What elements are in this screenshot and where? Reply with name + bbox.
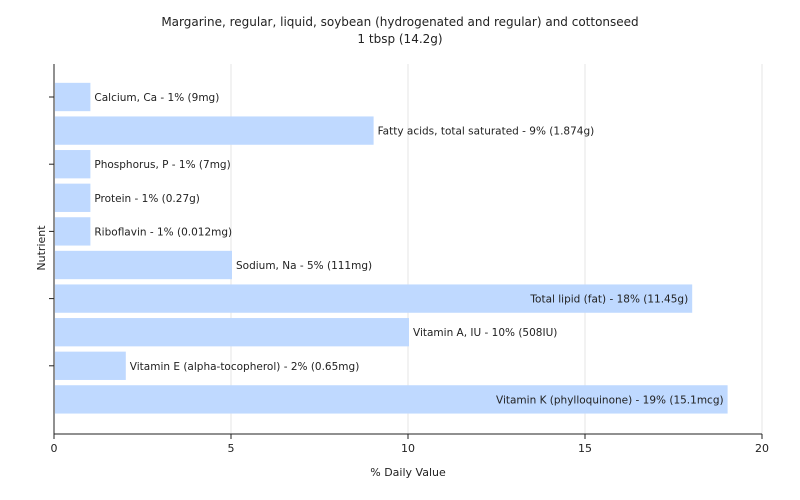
bar-data-label: Total lipid (fat) - 18% (11.45g)	[529, 294, 688, 306]
bar-data-label: Vitamin E (alpha-tocopherol) - 2% (0.65m…	[130, 361, 359, 373]
x-tick-label: 15	[578, 442, 592, 455]
bar	[55, 385, 728, 414]
bar	[55, 183, 91, 212]
x-tick-label: 5	[228, 442, 235, 455]
bar	[55, 82, 91, 112]
axes: 0 5 10 15 20	[49, 64, 769, 455]
x-tick-label: 10	[401, 442, 415, 455]
chart-subtitle: 1 tbsp (14.2g)	[357, 32, 443, 46]
y-axis-label: Nutrient	[35, 225, 48, 271]
x-tick-label: 20	[755, 442, 769, 455]
bar-data-label: Protein - 1% (0.27g)	[94, 193, 200, 205]
bar	[55, 250, 232, 280]
bar-data-label: Phosphorus, P - 1% (7mg)	[94, 159, 230, 171]
bar	[55, 116, 374, 145]
bar-data-label: Vitamin K (phylloquinone) - 19% (15.1mcg…	[496, 394, 724, 406]
x-tick-label: 0	[51, 442, 58, 455]
bar	[55, 150, 91, 179]
bar	[55, 351, 126, 380]
chart-title: Margarine, regular, liquid, soybean (hyd…	[161, 15, 639, 29]
bar-data-label: Vitamin A, IU - 10% (508IU)	[413, 327, 557, 339]
bar-data-label: Riboflavin - 1% (0.012mg)	[94, 226, 232, 238]
bar	[55, 284, 693, 313]
bars: Calcium, Ca - 1% (9mg) Fatty acids, total…	[55, 82, 728, 414]
bar-data-label: Fatty acids, total saturated - 9% (1.874…	[378, 126, 595, 138]
bar-data-label: Calcium, Ca - 1% (9mg)	[94, 92, 219, 104]
x-axis-label: % Daily Value	[370, 466, 446, 479]
bar	[55, 318, 409, 347]
bar-data-label: Sodium, Na - 5% (111mg)	[236, 260, 372, 272]
bar	[55, 217, 91, 246]
